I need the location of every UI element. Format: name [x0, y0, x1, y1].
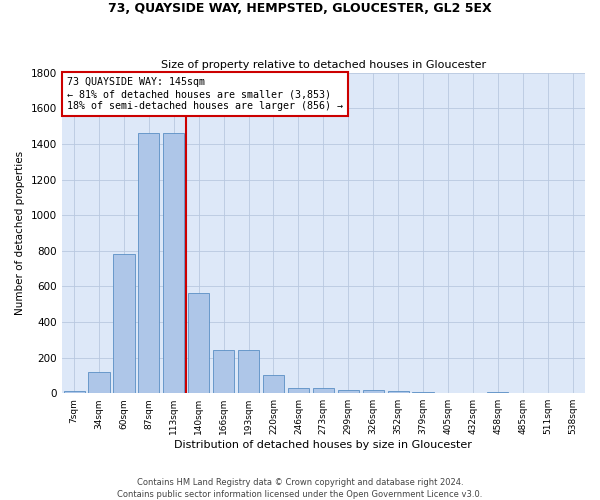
Bar: [288, 388, 309, 393]
Bar: [388, 390, 409, 393]
Bar: [263, 376, 284, 393]
Bar: [338, 390, 359, 393]
Y-axis label: Number of detached properties: Number of detached properties: [15, 151, 25, 315]
Bar: [213, 350, 234, 393]
Text: 73, QUAYSIDE WAY, HEMPSTED, GLOUCESTER, GL2 5EX: 73, QUAYSIDE WAY, HEMPSTED, GLOUCESTER, …: [108, 2, 492, 16]
Text: 73 QUAYSIDE WAY: 145sqm
← 81% of detached houses are smaller (3,853)
18% of semi: 73 QUAYSIDE WAY: 145sqm ← 81% of detache…: [67, 78, 343, 110]
Bar: [313, 388, 334, 393]
Bar: [64, 392, 85, 393]
Bar: [487, 392, 508, 393]
Title: Size of property relative to detached houses in Gloucester: Size of property relative to detached ho…: [161, 60, 486, 70]
Text: Contains HM Land Registry data © Crown copyright and database right 2024.
Contai: Contains HM Land Registry data © Crown c…: [118, 478, 482, 499]
Bar: [163, 133, 184, 393]
Bar: [412, 392, 434, 393]
Bar: [362, 390, 384, 393]
Bar: [238, 350, 259, 393]
Bar: [113, 254, 134, 393]
Bar: [138, 133, 160, 393]
Bar: [88, 372, 110, 393]
Bar: [188, 294, 209, 393]
X-axis label: Distribution of detached houses by size in Gloucester: Distribution of detached houses by size …: [175, 440, 472, 450]
